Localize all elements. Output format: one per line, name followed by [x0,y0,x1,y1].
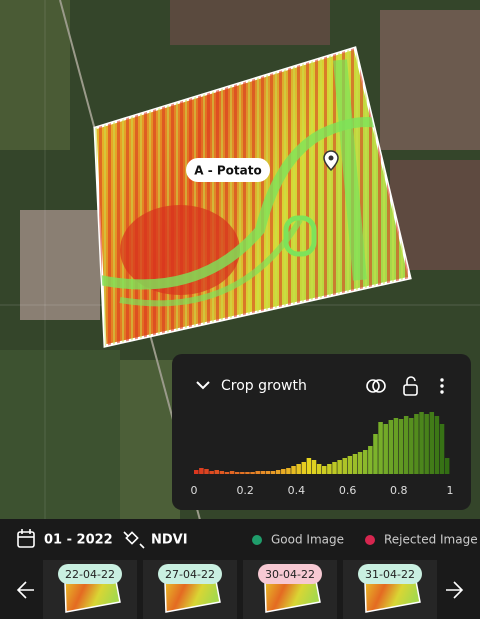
prev-arrow[interactable] [16,581,34,599]
image-date: 31-04-22 [365,568,415,581]
calendar-icon[interactable] [17,529,35,548]
histogram-bar [439,424,445,474]
histogram-bar [398,419,404,474]
histogram-bar [214,470,219,474]
histogram-bar [245,472,250,474]
histogram-bar [322,466,327,474]
histogram-bar [316,464,322,474]
histogram-bar [286,468,291,474]
legend-dot [365,535,375,545]
histogram-bar [444,458,450,474]
image-strip: 22-04-22 27-04-22 30-04-22 31-04-22 [43,560,437,619]
histogram-bar [240,472,245,474]
histogram-bar [265,471,271,474]
histogram-bar [229,471,235,474]
histogram-bar [296,464,301,474]
legend: Good Image Rejected Image [252,533,478,547]
menu-icon[interactable] [440,378,444,394]
field-label: A - Potato [194,164,261,178]
histogram-bar [204,469,209,474]
histogram-bar [429,412,435,474]
histogram-bar [424,414,429,474]
date-pill [258,564,322,584]
histogram-bar [352,454,358,474]
histogram-bar [357,452,363,474]
histogram-bar [337,460,342,474]
legend-label: Good Image [271,533,344,547]
pin-dot [328,155,334,161]
histogram-bar [301,462,307,474]
index[interactable]: NDVI [151,533,188,548]
histogram-bar [373,434,378,474]
satellite-icon[interactable] [123,531,145,549]
histogram-bar [275,470,281,474]
histogram-bar [250,472,255,474]
histogram-bar [224,472,230,474]
histogram-bar [362,450,368,474]
compare-icon[interactable] [366,379,386,393]
histogram-bar [403,416,409,474]
histogram-bar [306,458,312,474]
histogram-bar [393,418,399,474]
panel-title: Crop growth [221,378,307,394]
date-pill [58,564,122,584]
legend-dot [252,535,262,545]
period[interactable]: 01 - 2022 [44,533,113,548]
x-tick-label: 0 [191,484,198,497]
histogram-bar [434,416,440,474]
histogram-bar [219,471,225,474]
date-pill [358,564,422,584]
legend-label: Rejected Image [384,533,478,547]
histogram-bar [409,418,414,474]
histogram-bar [368,446,373,474]
histogram-bar [311,460,317,474]
histogram-bar [194,470,199,474]
histogram-bar [414,414,419,474]
lock-icon[interactable] [403,376,418,396]
histogram-bar [347,456,353,474]
image-date: 27-04-22 [165,568,215,581]
x-tick-label: 0.8 [390,484,408,497]
histogram: 0 0.2 0.4 0.6 0.8 1 [191,412,454,497]
histogram-bar [378,422,383,474]
image-date: 30-04-22 [265,568,315,581]
histogram-bar [199,468,204,474]
histogram-bar [281,469,286,474]
histogram-bar [209,471,214,474]
histogram-bar [332,462,337,474]
histogram-bar [419,412,424,474]
histogram-bar [234,472,240,474]
histogram-bar [260,471,266,474]
x-tick-label: 1 [447,484,454,497]
next-arrow[interactable] [446,581,464,599]
field-label-pill [186,158,270,182]
histogram-bar [388,420,394,474]
x-tick-label: 0.2 [236,484,254,497]
image-date: 22-04-22 [65,568,115,581]
collapse-icon[interactable] [196,381,210,390]
histogram-bar [270,471,276,474]
histogram-bar [255,471,260,474]
x-tick-label: 0.6 [339,484,357,497]
histogram-bar [383,424,388,474]
date-pill [158,564,222,584]
histogram-bar [327,464,332,474]
histogram-bar [291,466,296,474]
histogram-bar [342,458,347,474]
x-tick-label: 0.4 [288,484,306,497]
